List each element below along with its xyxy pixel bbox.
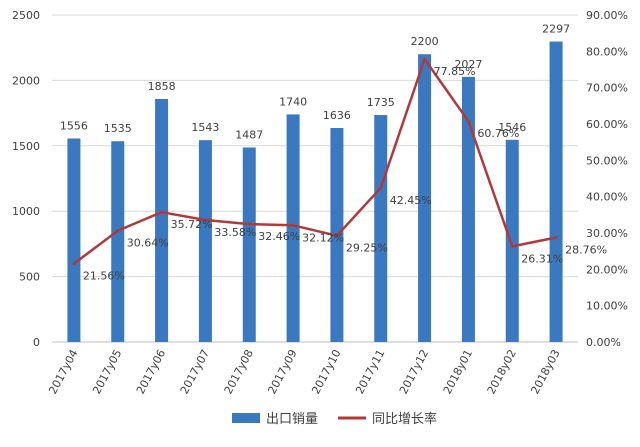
bar-data-label: 1636 (323, 109, 351, 122)
bar (67, 138, 81, 342)
x-tick-label: 2017y06 (134, 347, 168, 396)
right-tick-label: 70.00% (586, 82, 628, 95)
line-point (510, 244, 514, 248)
right-tick-label: 30.00% (586, 227, 628, 240)
line-point (379, 186, 383, 190)
line-data-label: 33.58% (214, 226, 256, 239)
bar-data-label: 1556 (60, 119, 88, 132)
left-tick-label: 1000 (12, 205, 40, 218)
left-tick-label: 0 (33, 336, 40, 349)
bar (549, 41, 563, 342)
right-tick-label: 90.00% (586, 9, 628, 22)
right-tick-label: 40.00% (586, 191, 628, 204)
bar (461, 76, 475, 342)
left-tick-label: 2000 (12, 74, 40, 87)
x-tick-label: 2017y10 (309, 347, 343, 396)
bar (242, 147, 256, 342)
line-data-label: 77.85% (434, 65, 476, 78)
x-tick-label: 2017y05 (90, 347, 124, 396)
left-axis-ticks: 0 500 1000 1500 2000 2500 (12, 9, 40, 349)
x-tick-label: 2018y01 (441, 347, 475, 396)
right-tick-label: 10.00% (586, 300, 628, 313)
legend-label-bar: 出口销量 (266, 412, 318, 427)
bar-series (67, 41, 563, 343)
bar-data-label: 1546 (498, 121, 526, 134)
line-point (291, 223, 295, 227)
line-data-label: 26.31% (521, 252, 563, 265)
bar-data-label: 2027 (454, 58, 482, 71)
line-data-label: 29.25% (346, 242, 388, 255)
growth-rate-line (73, 57, 557, 265)
bar (418, 54, 432, 343)
x-tick-label: 2017y09 (265, 347, 299, 396)
line-data-label: 32.12% (302, 231, 344, 244)
bar (155, 98, 169, 342)
line-point (116, 229, 120, 233)
line-point (554, 236, 558, 240)
line-point (423, 57, 427, 61)
x-tick-label: 2017y08 (222, 347, 256, 396)
bar (374, 115, 388, 342)
bar-data-label: 1487 (235, 129, 263, 142)
line-data-label: 60.76% (477, 127, 519, 140)
left-tick-label: 2500 (12, 9, 40, 22)
grid-lines (52, 14, 578, 343)
bar-data-labels: 1556 1535 1858 1543 1487 1740 1636 1735 2200 2027… (60, 23, 570, 142)
bar-data-label: 2297 (542, 23, 570, 36)
line-data-label: 30.64% (127, 237, 169, 250)
right-tick-label: 20.00% (586, 263, 628, 276)
x-tick-label: 2017y07 (178, 347, 212, 396)
line-point (160, 210, 164, 214)
bar (111, 141, 125, 342)
legend-swatch-bar (232, 413, 260, 423)
right-tick-label: 50.00% (586, 154, 628, 167)
bar-data-label: 2200 (411, 35, 439, 48)
right-tick-label: 60.00% (586, 118, 628, 131)
legend-label-line: 同比增长率 (372, 411, 437, 427)
x-tick-label: 2017y12 (397, 347, 431, 396)
line-data-labels: 21.56% 30.64%35.72%33.58% 32.46% 32.12%29.2… (83, 65, 607, 283)
x-tick-label: 2017y11 (353, 347, 387, 396)
bar (505, 139, 519, 342)
legend: 出口销量 同比增长率 (232, 411, 437, 427)
right-axis-ticks: 0.00% 10.00% 20.00% 30.00% 40.00% 50.00% 60.00… (586, 9, 628, 349)
bar-data-label: 1858 (148, 80, 176, 93)
bar-data-label: 1740 (279, 95, 307, 108)
x-axis-ticks: 2017y04 2017y05 2017y06 2017y07 2017y08 2017y… (46, 347, 562, 396)
x-tick-label: 2018y02 (485, 347, 519, 396)
line-series (72, 57, 558, 266)
right-tick-label: 0.00% (586, 336, 621, 349)
line-point (466, 119, 470, 123)
bar-data-label: 1543 (191, 121, 219, 134)
line-data-label: 35.72% (171, 218, 213, 231)
right-tick-label: 80.00% (586, 45, 628, 58)
left-tick-label: 500 (19, 271, 40, 284)
line-point (335, 234, 339, 238)
line-point (247, 222, 251, 226)
line-data-label: 32.46% (258, 230, 300, 243)
line-data-label: 21.56% (83, 270, 125, 283)
line-point (203, 218, 207, 222)
bar-data-label: 1735 (367, 96, 395, 109)
line-data-label: 28.76% (565, 244, 607, 257)
bar (286, 114, 300, 343)
line-point (72, 262, 76, 266)
left-tick-label: 1500 (12, 140, 40, 153)
bar-data-label: 1535 (104, 122, 132, 135)
x-tick-label: 2017y04 (46, 347, 80, 396)
x-tick-label: 2018y03 (528, 347, 562, 396)
line-data-label: 42.45% (390, 194, 432, 207)
bar (198, 140, 212, 342)
